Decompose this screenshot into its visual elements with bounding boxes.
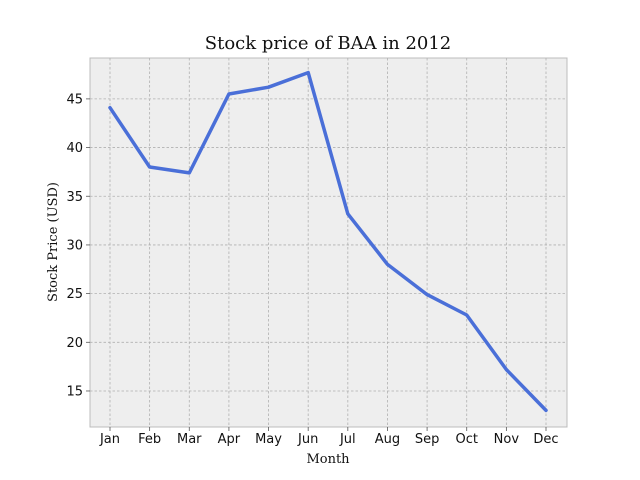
series-line (108, 70, 548, 413)
chart-title: Stock price of BAA in 2012 (205, 33, 452, 54)
y-tick-label: 40 (66, 141, 83, 156)
x-tick-label: Aug (375, 432, 400, 447)
y-tick-label: 45 (66, 92, 83, 107)
x-tick-label: Sep (415, 432, 440, 447)
x-tick-label: Oct (455, 432, 477, 447)
x-tick-label: Jun (297, 432, 318, 447)
x-tick-label: Apr (218, 432, 241, 447)
y-tick-label: 15 (66, 384, 83, 399)
x-tick-label: Dec (533, 432, 558, 447)
y-tick-label: 30 (66, 238, 83, 253)
series-layer (108, 70, 548, 413)
y-tick-label: 35 (66, 190, 83, 205)
x-tick-label: Feb (138, 432, 161, 447)
plot-area (89, 57, 568, 428)
x-tick-label: Jan (99, 432, 120, 447)
axis-ticks: Jan Feb Mar Apr May Jun Jul Aug Sep Oct Nov Dec 15 20… (66, 92, 558, 447)
y-tick-label: 20 (66, 336, 83, 351)
x-axis-label: Month (306, 452, 350, 467)
x-tick-label: Nov (494, 432, 520, 447)
x-tick-label: Jul (339, 432, 356, 447)
x-tick-label: Mar (177, 432, 202, 447)
grid-lines (90, 58, 567, 427)
y-tick-label: 25 (66, 287, 83, 302)
x-tick-label: May (255, 432, 282, 447)
y-axis-label: Stock Price (USD) (46, 182, 61, 302)
